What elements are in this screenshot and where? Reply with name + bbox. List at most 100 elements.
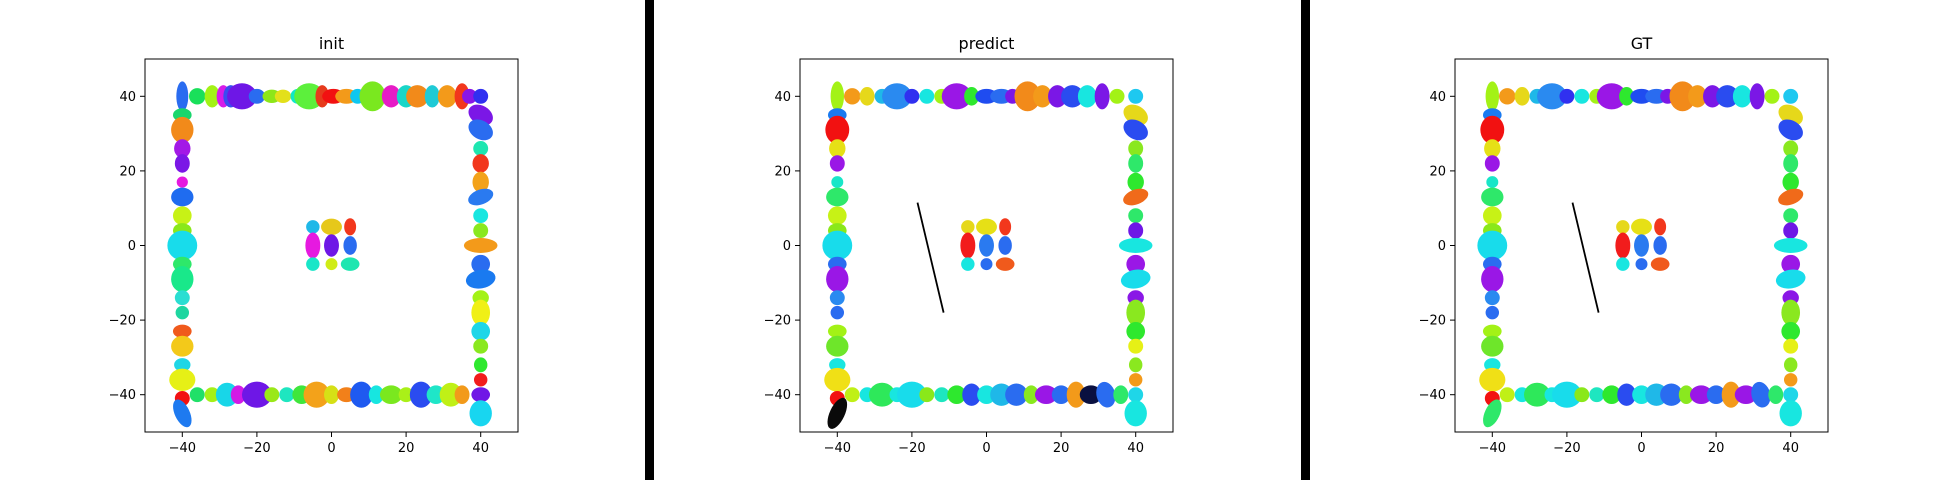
chart-title: predict bbox=[959, 34, 1015, 53]
point-79 bbox=[473, 357, 488, 373]
panel-divider-right bbox=[1301, 0, 1310, 480]
point-6 bbox=[248, 88, 266, 104]
point-76 bbox=[1128, 357, 1143, 373]
point-74 bbox=[1126, 321, 1146, 341]
point-78 bbox=[961, 220, 975, 234]
point-76 bbox=[1783, 357, 1798, 373]
point-15 bbox=[1048, 85, 1067, 108]
x-tick-label: −40 bbox=[1479, 441, 1506, 456]
point-17 bbox=[1732, 85, 1752, 108]
point-77 bbox=[471, 321, 491, 341]
point-22 bbox=[825, 115, 850, 145]
x-tick-label: 0 bbox=[1637, 441, 1645, 456]
point-39 bbox=[174, 358, 191, 372]
point-60 bbox=[1124, 400, 1147, 427]
point-86 bbox=[1650, 257, 1670, 271]
point-60 bbox=[1779, 400, 1802, 427]
y-tick-label: 0 bbox=[783, 239, 791, 254]
point-57 bbox=[1096, 381, 1116, 408]
point-26 bbox=[174, 139, 191, 158]
point-46 bbox=[230, 385, 246, 405]
point-49 bbox=[977, 385, 996, 405]
point-43 bbox=[189, 387, 205, 403]
point-71 bbox=[1120, 269, 1151, 289]
point-48 bbox=[1617, 383, 1636, 406]
point-85 bbox=[324, 234, 339, 257]
point-10 bbox=[294, 83, 325, 110]
point-42 bbox=[1524, 382, 1551, 407]
point-16 bbox=[1716, 85, 1739, 108]
point-18 bbox=[1749, 83, 1765, 110]
point-27 bbox=[174, 154, 190, 173]
x-tick-label: 20 bbox=[398, 441, 415, 456]
point-42 bbox=[173, 399, 192, 428]
panel-3: −40 −20 0 20 40 −40 −20 0 20 40 GT bbox=[1419, 34, 1829, 456]
point-83 bbox=[344, 218, 357, 236]
point-5 bbox=[904, 88, 920, 104]
point-66 bbox=[473, 141, 489, 156]
x-tick-label: 0 bbox=[327, 441, 335, 456]
point-75 bbox=[1783, 338, 1799, 354]
point-9 bbox=[964, 86, 980, 106]
point-84 bbox=[305, 232, 321, 259]
point-76 bbox=[471, 299, 491, 326]
point-34 bbox=[827, 324, 847, 339]
point-37 bbox=[1479, 367, 1506, 392]
point-0 bbox=[176, 81, 189, 112]
point-52 bbox=[1023, 385, 1039, 405]
point-71 bbox=[473, 223, 489, 239]
point-36 bbox=[1484, 358, 1501, 372]
point-15 bbox=[1703, 85, 1722, 108]
y-tick-label: −20 bbox=[1419, 314, 1446, 329]
point-86 bbox=[343, 236, 357, 255]
point-2 bbox=[204, 85, 220, 108]
point-40 bbox=[844, 387, 860, 403]
point-2 bbox=[1514, 86, 1530, 106]
point-62 bbox=[471, 387, 491, 403]
point-20 bbox=[437, 85, 457, 108]
point-37 bbox=[824, 367, 851, 392]
point-31 bbox=[826, 266, 849, 293]
point-25 bbox=[1486, 176, 1499, 189]
point-84 bbox=[961, 257, 975, 271]
point-70 bbox=[1781, 254, 1801, 274]
point-1 bbox=[189, 88, 206, 105]
x-tick-label: 40 bbox=[1127, 441, 1144, 456]
point-83 bbox=[1653, 236, 1667, 255]
point-0 bbox=[830, 81, 845, 112]
point-56 bbox=[379, 385, 403, 405]
point-78 bbox=[1616, 220, 1630, 234]
point-63 bbox=[1783, 140, 1799, 157]
point-19 bbox=[1109, 88, 1125, 104]
y-tick-label: −20 bbox=[109, 314, 136, 329]
point-35 bbox=[826, 335, 849, 357]
point-44 bbox=[1551, 381, 1582, 408]
point-63 bbox=[1128, 140, 1144, 157]
point-49 bbox=[279, 387, 295, 403]
point-24 bbox=[829, 155, 845, 172]
point-77 bbox=[1128, 373, 1143, 387]
point-87 bbox=[306, 257, 320, 271]
point-6 bbox=[919, 88, 935, 104]
y-tick-label: 0 bbox=[128, 239, 136, 254]
point-1 bbox=[1499, 88, 1516, 105]
point-51 bbox=[303, 381, 330, 408]
point-81 bbox=[1615, 232, 1631, 259]
point-21 bbox=[454, 83, 470, 110]
point-81 bbox=[306, 220, 320, 234]
y-tick-label: −40 bbox=[764, 388, 791, 403]
y-tick-label: −40 bbox=[1419, 388, 1446, 403]
point-8 bbox=[941, 83, 972, 110]
y-tick-label: 40 bbox=[774, 90, 791, 105]
point-66 bbox=[1123, 188, 1149, 206]
point-53 bbox=[1689, 385, 1713, 405]
point-47 bbox=[1602, 385, 1621, 405]
point-45 bbox=[1574, 387, 1590, 403]
point-67 bbox=[1783, 208, 1799, 224]
point-22 bbox=[1480, 115, 1505, 145]
point-73 bbox=[1126, 299, 1146, 326]
point-26 bbox=[826, 187, 849, 207]
point-80 bbox=[999, 218, 1012, 236]
point-8 bbox=[1596, 83, 1627, 110]
point-48 bbox=[264, 387, 280, 403]
